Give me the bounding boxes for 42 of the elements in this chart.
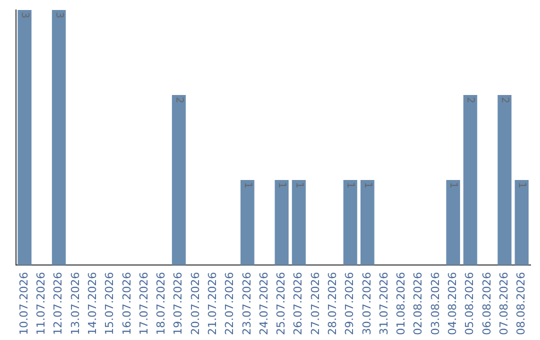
x-tick-label: 17.07.2026 bbox=[137, 272, 150, 336]
data-label: 1 bbox=[242, 182, 253, 188]
x-tick-label: 10.07.2026 bbox=[17, 272, 30, 336]
data-label: 1 bbox=[276, 182, 288, 188]
x-tick-label: 29.07.2026 bbox=[343, 272, 356, 336]
x-tick-label: 30.07.2026 bbox=[360, 272, 374, 336]
x-tick-label: 14.07.2026 bbox=[86, 272, 99, 336]
x-tick-label: 28.07.2026 bbox=[326, 272, 339, 336]
x-tick-label: 13.07.2026 bbox=[68, 272, 82, 336]
data-label: 1 bbox=[448, 182, 459, 188]
x-tick-label: 25.07.2026 bbox=[274, 272, 288, 336]
x-tick-label: 12.07.2026 bbox=[52, 272, 65, 336]
data-label: 2 bbox=[464, 97, 476, 104]
data-label: 1 bbox=[362, 182, 373, 188]
x-tick-label: 08.08.2026 bbox=[514, 272, 528, 336]
x-tick-label: 05.08.2026 bbox=[463, 272, 476, 336]
x-tick-label: 19.07.2026 bbox=[172, 272, 185, 336]
x-tick-label: 22.07.2026 bbox=[223, 272, 236, 336]
x-tick-label: 26.07.2026 bbox=[292, 272, 305, 336]
x-tick-label: 11.07.2026 bbox=[34, 272, 48, 336]
data-label: 1 bbox=[516, 182, 528, 188]
x-tick-label: 03.08.2026 bbox=[428, 272, 442, 336]
x-tick-label: 31.07.2026 bbox=[377, 272, 390, 336]
data-label: 3 bbox=[18, 12, 30, 18]
x-tick-label: 04.08.2026 bbox=[446, 272, 459, 336]
data-label: 1 bbox=[293, 182, 304, 188]
x-tick-label: 18.07.2026 bbox=[154, 272, 168, 336]
x-tick-label: 27.07.2026 bbox=[308, 272, 322, 336]
x-tick-label: 24.07.2026 bbox=[257, 272, 270, 336]
x-tick-label: 06.08.2026 bbox=[480, 272, 494, 336]
x-tick-label: 15.07.2026 bbox=[103, 272, 116, 336]
data-label: 1 bbox=[344, 182, 356, 188]
x-tick-label: 01.08.2026 bbox=[394, 272, 408, 336]
x-tick-label: 16.07.2026 bbox=[120, 272, 134, 336]
x-tick-label: 23.07.2026 bbox=[240, 272, 254, 336]
x-tick-label: 20.07.2026 bbox=[188, 272, 202, 336]
data-label: 2 bbox=[173, 97, 184, 104]
x-tick-label: 02.08.2026 bbox=[412, 272, 425, 336]
data-label: 2 bbox=[498, 97, 510, 104]
x-tick-label: 07.08.2026 bbox=[497, 272, 510, 336]
x-tick-label: 21.07.2026 bbox=[206, 272, 219, 336]
data-label: 3 bbox=[53, 12, 64, 18]
